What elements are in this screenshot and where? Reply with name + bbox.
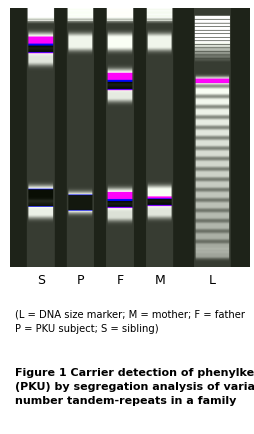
- Text: M: M: [154, 273, 165, 286]
- Text: (L = DNA size marker; M = mother; F = father
P = PKU subject; S = sibling): (L = DNA size marker; M = mother; F = fa…: [15, 309, 244, 333]
- Text: F: F: [116, 273, 123, 286]
- Text: P: P: [77, 273, 84, 286]
- Text: Figure 1 Carrier detection of phenylketonuria
(PKU) by segregation analysis of v: Figure 1 Carrier detection of phenylketo…: [15, 367, 254, 405]
- Text: S: S: [37, 273, 45, 286]
- Text: L: L: [209, 273, 215, 286]
